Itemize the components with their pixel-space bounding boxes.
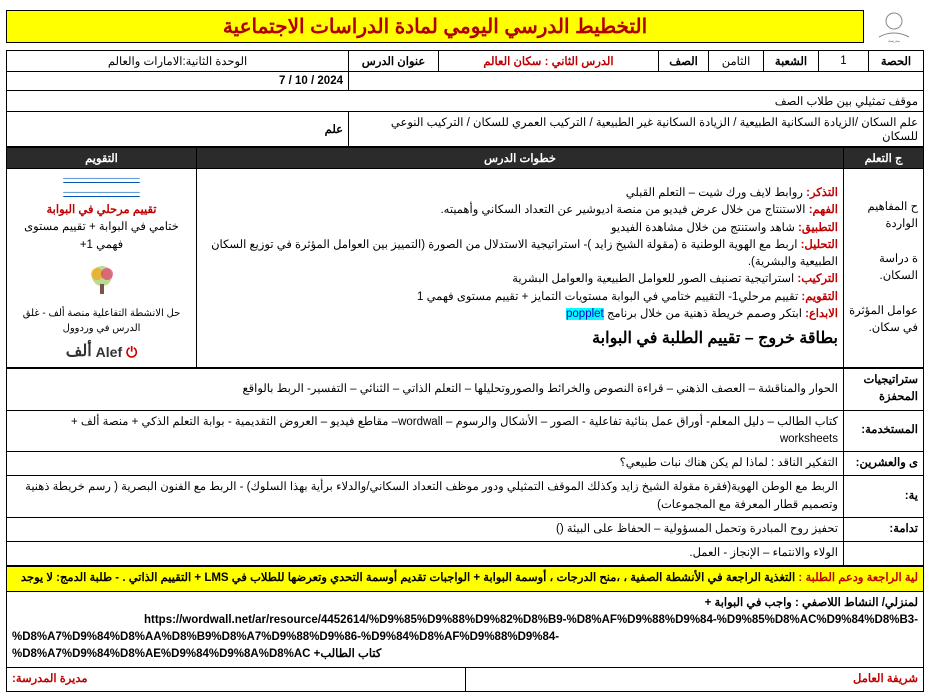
step-create-text: ابتكر وصمم خريطة ذهنية من خلال برنامج bbox=[604, 308, 802, 320]
step-apply-label: التطبيق: bbox=[795, 222, 838, 234]
col-assessment: التقويم bbox=[7, 148, 197, 169]
sustain-text: تحفيز روح المبادرة وتحمل المسؤولية – الح… bbox=[7, 517, 844, 541]
intro-row: موقف تمثيلي بين طلاب الصف bbox=[7, 91, 924, 112]
outcome-1: ح المفاهيم الواردة bbox=[849, 199, 918, 234]
step-recall-label: التذكر: bbox=[803, 187, 838, 199]
school-logo: مدرسة bbox=[864, 6, 924, 46]
feedback-label: لية الراجعة ودعم الطلبة : bbox=[795, 572, 918, 584]
homework-url-2: %D8%A7%D9%84%D8%AA%D8%B9%D8%A7%D9%88%D9%… bbox=[12, 629, 918, 664]
homework-row: لمنزلي/ النشاط اللاصفي : واجب في البوابة… bbox=[7, 591, 924, 667]
strategies-label: ستراتيجيات المحفزة bbox=[844, 369, 924, 411]
critical-text: التفكير الناقد : لماذا لم يكن هناك نبات … bbox=[7, 452, 844, 476]
national-label: ية: bbox=[844, 476, 924, 518]
step-analyze-text: اربط مع الهوية الوطنية ة (مقولة الشيخ زا… bbox=[211, 239, 838, 268]
strategies-text: الحوار والمناقشة – العصف الذهني – قراءة … bbox=[7, 369, 844, 411]
date-cell: 2024 / 10 / 7 bbox=[7, 72, 349, 91]
tree-icon bbox=[83, 262, 121, 300]
unit-val: الوحدة الثانية:الامارات والعالم bbox=[7, 51, 349, 72]
unit-label: عنوان الدرس bbox=[349, 51, 439, 72]
section-val: 1 bbox=[819, 51, 869, 72]
grade-val: الثامن bbox=[709, 51, 764, 72]
step-apply-text: شاهد واستنتج من خلال مشاهدة الفيديو bbox=[611, 222, 795, 234]
assess-link-2[interactable]: ──────────── bbox=[12, 186, 191, 200]
main-content-table: ج التعلم خطوات الدرس التقويم ح المفاهيم … bbox=[6, 147, 924, 368]
step-recall-text: روابط لايف ورك شيت – التعلم القبلي bbox=[626, 187, 803, 199]
exit-ticket: بطاقة خروج – تقييم الطلبة في البوابة bbox=[202, 327, 838, 351]
period-label: الحصة bbox=[869, 51, 924, 72]
concepts-side: علم bbox=[7, 112, 349, 147]
outcomes-cell: ح المفاهيم الواردة ة دراسة السكان. عوامل… bbox=[844, 169, 924, 368]
values-label bbox=[844, 542, 924, 566]
section-header-row: ج التعلم خطوات الدرس التقويم bbox=[7, 148, 924, 169]
step-compose-label: التركيب: bbox=[794, 273, 838, 285]
step-understand-label: الفهم: bbox=[806, 204, 839, 216]
popplet-link[interactable]: popplet bbox=[566, 308, 604, 320]
step-evaluate-label: التقويم: bbox=[798, 291, 838, 303]
section-label: الشعبة bbox=[764, 51, 819, 72]
teacher-name: شريفة العامل bbox=[465, 667, 924, 691]
footer-table: لية الراجعة ودعم الطلبة : التغذية الراجع… bbox=[6, 566, 924, 692]
principal-label: مديرة المدرسة: bbox=[7, 667, 466, 691]
grade-label: الصف bbox=[659, 51, 709, 72]
outcome-3: عوامل المؤثرة في سكان. bbox=[849, 303, 918, 338]
col-outcomes: ج التعلم bbox=[844, 148, 924, 169]
assess-note-2: ختامي في البوابة + تقييم مستوى فهمي 1+ bbox=[12, 219, 191, 254]
sustain-label: تدامة: bbox=[844, 517, 924, 541]
step-analyze-label: التحليل: bbox=[797, 239, 838, 251]
assess-note-1: تقييم مرحلي في البوابة bbox=[47, 204, 157, 216]
header-info-table: الحصة 1 الشعبة الثامن الصف الدرس الثاني … bbox=[6, 50, 924, 147]
page-title: التخطيط الدرسي اليومي لمادة الدراسات الا… bbox=[6, 10, 864, 43]
alef-logo: ⏻Alefألف bbox=[66, 340, 137, 364]
feedback-text: التغذية الراجعة في الأنشطة الصفية ، ،منح… bbox=[21, 572, 795, 584]
concepts-row: علم السكان /الزيادة السكانية الطبيعية / … bbox=[349, 112, 924, 147]
assessment-cell: ──────────── ──────────── تقييم مرحلي في… bbox=[7, 169, 197, 368]
tools-text: كتاب الطالب – دليل المعلم- أوراق عمل بنا… bbox=[7, 410, 844, 452]
steps-cell: التذكر: روابط لايف ورك شيت – التعلم القب… bbox=[197, 169, 844, 368]
feedback-row: لية الراجعة ودعم الطلبة : التغذية الراجع… bbox=[7, 567, 924, 591]
details-table: ستراتيجيات المحفزة الحوار والمناقشة – ال… bbox=[6, 368, 924, 566]
critical-label: ى والعشرين: bbox=[844, 452, 924, 476]
homework-label: لمنزلي/ النشاط اللاصفي : واجب في البوابة… bbox=[705, 597, 918, 609]
assess-link-1[interactable]: ──────────── bbox=[12, 172, 191, 186]
outcome-2: ة دراسة السكان. bbox=[849, 251, 918, 286]
assess-note-3: حل الانشطة التفاعلية منصة ألف - غلق الدر… bbox=[12, 306, 191, 336]
step-evaluate-text: تقييم مرحلي1- التقييم ختامي في البوابة م… bbox=[417, 291, 798, 303]
values-text: الولاء والانتماء – الإنجاز - العمل. bbox=[7, 542, 844, 566]
step-create-label: الابداع: bbox=[802, 308, 838, 320]
col-steps: خطوات الدرس bbox=[197, 148, 844, 169]
svg-text:مدرسة: مدرسة bbox=[888, 38, 900, 43]
national-text: الربط مع الوطن الهوية(فقرة مقولة الشيخ ز… bbox=[7, 476, 844, 518]
step-understand-text: الاستنتاج من خلال عرض فيديو من منصة اديو… bbox=[440, 204, 805, 216]
step-compose-text: استراتيجية تصنيف الصور للعوامل الطبيعية … bbox=[512, 273, 794, 285]
homework-url[interactable]: https://wordwall.net/ar/resource/4452614… bbox=[144, 612, 918, 629]
tools-label: المستخدمة: bbox=[844, 410, 924, 452]
lesson-title: الدرس الثاني : سكان العالم bbox=[439, 51, 659, 72]
